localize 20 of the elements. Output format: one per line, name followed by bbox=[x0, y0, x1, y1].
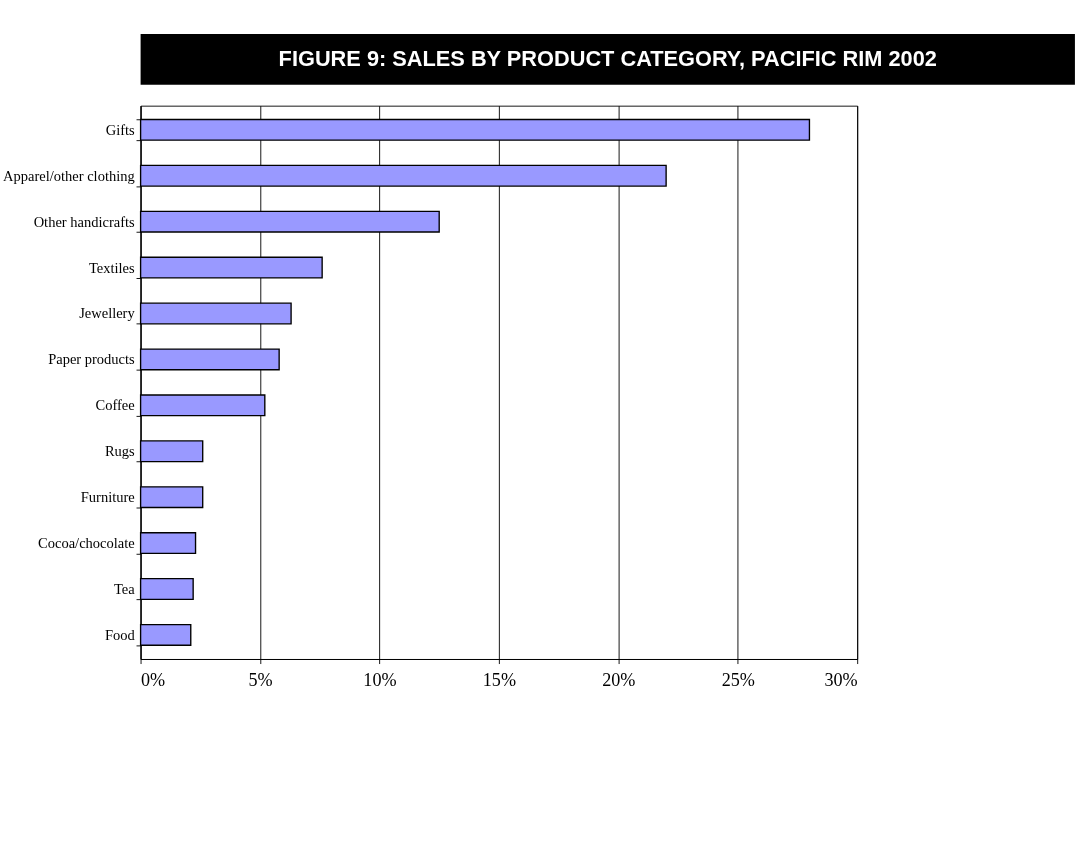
y-tick-label: Furniture bbox=[80, 489, 135, 506]
x-tick-label: 15% bbox=[482, 669, 516, 690]
y-tick-label: Tea bbox=[113, 581, 136, 597]
y-tick-label: Textiles bbox=[89, 259, 136, 276]
chart-title: FIGURE 9: SALES BY PRODUCT CATEGORY, PACIFIC RIM 2002 bbox=[278, 45, 937, 71]
y-tick-label: Cocoa/chocolate bbox=[38, 535, 135, 552]
x-tick-label: 20% bbox=[602, 669, 636, 690]
y-tick-label: Rugs bbox=[104, 443, 136, 460]
y-tick-label: Apparel/other clothing bbox=[3, 167, 135, 184]
y-tick-label: Coffee bbox=[95, 397, 135, 414]
y-tick-label: Jewellery bbox=[79, 305, 136, 322]
x-tick-label: 30% bbox=[824, 669, 858, 690]
y-tick-label: Food bbox=[104, 626, 136, 643]
x-tick-label: 0% bbox=[141, 669, 166, 690]
x-tick-label: 5% bbox=[248, 669, 273, 690]
x-tick-label: 25% bbox=[721, 669, 755, 690]
y-tick-label: Gifts bbox=[105, 121, 136, 138]
y-tick-label: Other handicrafts bbox=[33, 213, 136, 230]
y-tick-label: Paper products bbox=[48, 351, 136, 368]
x-tick-label: 10% bbox=[363, 669, 397, 690]
